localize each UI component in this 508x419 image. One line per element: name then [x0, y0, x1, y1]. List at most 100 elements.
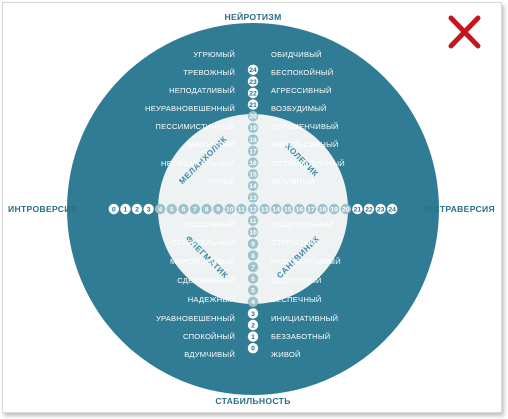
vertical-scale-13-label: 13	[249, 195, 257, 202]
trait-top-right-1: БЕСПОКОЙНЫЙ	[271, 68, 333, 77]
trait-bottom-right-7: ЖИВОЙ	[271, 350, 301, 359]
vertical-scale-7-label: 7	[251, 264, 255, 271]
vertical-scale-20-label: 20	[249, 114, 257, 121]
axis-label-top: НЕЙРОТИЗМ	[224, 11, 281, 22]
vertical-scale-0-dot	[247, 343, 259, 354]
horizontal-scale-20-dot	[340, 203, 351, 215]
horizontal-scale-5-dot	[166, 203, 177, 215]
vertical-scale-10-label: 10	[249, 230, 257, 237]
trait-bottom-left-5: УРАВНОВЕШЕННЫЙ	[156, 314, 235, 323]
vertical-scale-20-dot	[247, 111, 259, 122]
trait-top-left-6: НЕОБЩИТЕЛЬНЫЙ	[161, 159, 235, 168]
horizontal-scale-14-label: 14	[272, 206, 280, 213]
vertical-scale-6-dot	[247, 273, 259, 284]
vertical-scale-9-dot	[247, 238, 259, 249]
vertical-scale-3-dot	[247, 308, 259, 319]
horizontal-scale-15-label: 15	[284, 206, 292, 213]
horizontal-scale-14-dot	[271, 203, 282, 215]
horizontal-scale-19-label: 19	[330, 206, 338, 213]
horizontal-scale-24-label: 24	[388, 206, 396, 213]
vertical-scale-6-label: 6	[251, 276, 255, 283]
vertical-scale-17-label: 17	[249, 148, 257, 155]
vertical-scale-14-dot	[247, 180, 259, 191]
axis-label-left: ИНТРОВЕРСИЯ	[8, 204, 77, 214]
vertical-scale-4-dot	[247, 296, 259, 307]
vertical-scale-3-label: 3	[251, 311, 255, 318]
vertical-scale-5-label: 5	[251, 288, 255, 295]
horizontal-scale-7-dot	[189, 203, 201, 215]
vertical-scale-11-dot	[247, 215, 259, 226]
trait-top-left-1: ТРЕВОЖНЫЙ	[183, 68, 235, 77]
horizontal-scale-2-label: 2	[135, 206, 139, 213]
horizontal-scale-7-label: 7	[193, 206, 197, 213]
horizontal-scale-23-dot	[375, 203, 386, 215]
trait-bottom-left-0: ПАССИВНЫЙ	[184, 220, 235, 229]
horizontal-scale-8-dot	[201, 203, 212, 215]
close-x-icon[interactable]	[448, 15, 481, 49]
horizontal-scale-21-label: 21	[354, 206, 362, 213]
horizontal-scale-3-dot	[143, 203, 154, 215]
horizontal-scale-8-label: 8	[205, 206, 209, 213]
vertical-scale-1-label: 1	[251, 334, 255, 341]
vertical-scale-16-dot	[247, 157, 259, 168]
horizontal-scale-9-label: 9	[216, 206, 220, 213]
vertical-scale-22-dot	[247, 87, 259, 99]
vertical-scale-13-dot	[247, 192, 259, 203]
vertical-scale-22-label: 22	[249, 90, 257, 97]
vertical-scale-1-dot	[247, 331, 259, 342]
horizontal-scale-17-label: 17	[307, 206, 315, 213]
trait-top-right-7: АКТИВНЫЙ	[271, 177, 315, 186]
axis-label-right: ЭКСТРАВЕРСИЯ	[422, 204, 495, 214]
vertical-scale-7-dot	[247, 261, 259, 273]
vertical-scale-18-label: 18	[249, 137, 257, 144]
vertical-scale-15-dot	[247, 169, 259, 180]
trait-list-bottom-left: ПАССИВНЫЙ СТАРАТЕЛЬНЫЙ МИРОЛЮБИВЫЙ СДЕРЖАНН…	[156, 220, 235, 359]
horizontal-scale-21-dot	[352, 203, 363, 215]
vertical-scale-0-label: 0	[251, 346, 255, 353]
trait-top-right-5: ИМПУЛЬСИВНЫЙ	[271, 140, 339, 149]
trait-bottom-right-3: ДОСТУПНЫЙ	[271, 276, 322, 285]
horizontal-scale-13-dot	[259, 203, 270, 215]
vertical-scale-15-label: 15	[249, 172, 257, 179]
horizontal-scale-2-dot	[131, 203, 143, 215]
vertical-scale-21-dot	[247, 99, 259, 110]
trait-bottom-left-7: ВДУМЧИВЫЙ	[184, 350, 235, 359]
horizontal-scale-6-label: 6	[182, 206, 186, 213]
horizontal-scale-15-dot	[282, 203, 293, 215]
horizontal-scale-1-label: 1	[124, 206, 128, 213]
horizontal-scale-0-label: 0	[112, 206, 116, 213]
horizontal-scale-22-dot	[363, 203, 375, 215]
vertical-scale-16-label: 16	[249, 160, 257, 167]
vertical-scale-23-label: 23	[249, 79, 257, 86]
trait-bottom-left-2: МИРОЛЮБИВЫЙ	[170, 257, 235, 266]
trait-bottom-left-3: СДЕРЖАННЫЙ	[177, 276, 235, 285]
horizontal-scale-4-label: 4	[158, 206, 162, 213]
trait-bottom-right-5: ИНИЦИАТИВНЫЙ	[271, 314, 338, 323]
vertical-scale-24-dot	[247, 64, 259, 76]
trait-list-top-left: УГРЮМЫЙ ТРЕВОЖНЫЙ НЕПОДАТЛИВЫЙ НЕУРАВНОВЕШЕ…	[145, 50, 235, 186]
trait-top-left-5: ЗАМКНУТЫЙ	[186, 140, 235, 149]
horizontal-scale-18-label: 18	[319, 206, 327, 213]
vertical-scale-19-label: 19	[249, 125, 257, 132]
trait-top-left-4: ПЕССИМИСТИЧНЫЙ	[155, 122, 235, 131]
horizontal-scale-9-dot	[213, 203, 224, 215]
trait-top-left-2: НЕПОДАТЛИВЫЙ	[169, 86, 235, 95]
vertical-scale-8-dot	[247, 250, 259, 261]
vertical-scale-23-dot	[247, 76, 259, 87]
horizontal-scale-18-dot	[317, 203, 328, 215]
trait-bottom-left-6: СПОКОЙНЫЙ	[183, 332, 235, 341]
axis-label-bottom: СТАБИЛЬНОСТЬ	[215, 396, 290, 406]
vertical-scale-9-label: 9	[251, 241, 255, 248]
horizontal-scale-20-label: 20	[342, 206, 350, 213]
vertical-scale-10-dot	[247, 227, 259, 238]
trait-bottom-right-0: ОБЩИТЕЛЬНЫЙ	[271, 220, 334, 229]
horizontal-scale-16-dot	[294, 203, 305, 215]
vertical-scale-14-label: 14	[249, 183, 257, 190]
trait-top-right-4: ПЕРЕМЕНЧИВЫЙ	[271, 122, 339, 131]
horizontal-scale-5-label: 5	[170, 206, 174, 213]
vertical-scale-4-label: 4	[251, 299, 255, 306]
horizontal-scale-11-dot	[236, 203, 247, 215]
horizontal-scale-0-dot	[108, 203, 120, 215]
